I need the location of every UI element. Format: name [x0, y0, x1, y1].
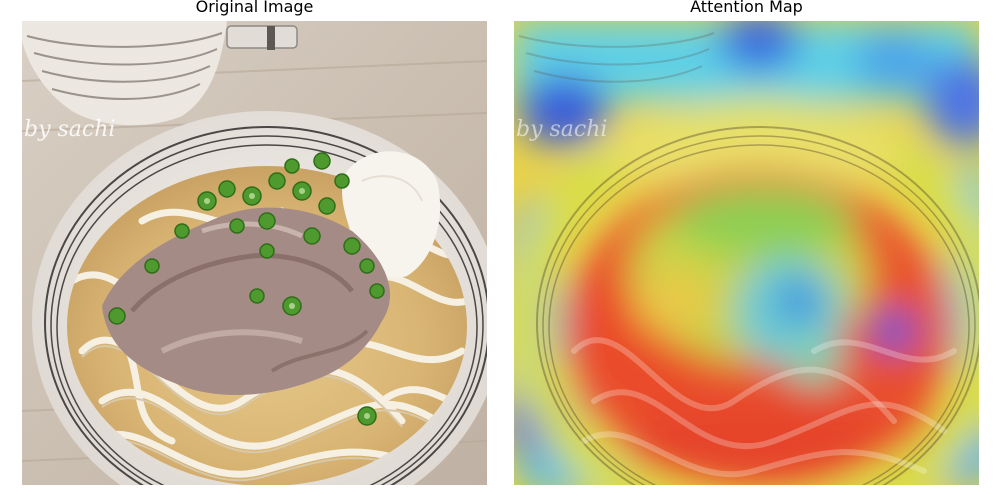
watermark-text: by sachi: [24, 117, 115, 142]
original-image-title: Original Image: [195, 0, 314, 16]
bowl-rings-overlay: [536, 126, 979, 485]
bowl-rings: [44, 126, 487, 485]
attention-map-title: Attention Map: [690, 0, 803, 16]
noodles-overlay: [571, 337, 957, 478]
chopstick-rest: [226, 25, 298, 50]
sliced-pork: [102, 207, 391, 396]
attention-map-image: by sachi: [514, 21, 979, 485]
side-bowl: [22, 21, 227, 126]
heatmap: [514, 21, 979, 485]
original-image: by sachi: [22, 21, 487, 485]
watermark-text: by sachi: [516, 117, 607, 142]
green-onion-highlights: [204, 188, 370, 419]
side-bowl-overlay: [518, 32, 715, 83]
